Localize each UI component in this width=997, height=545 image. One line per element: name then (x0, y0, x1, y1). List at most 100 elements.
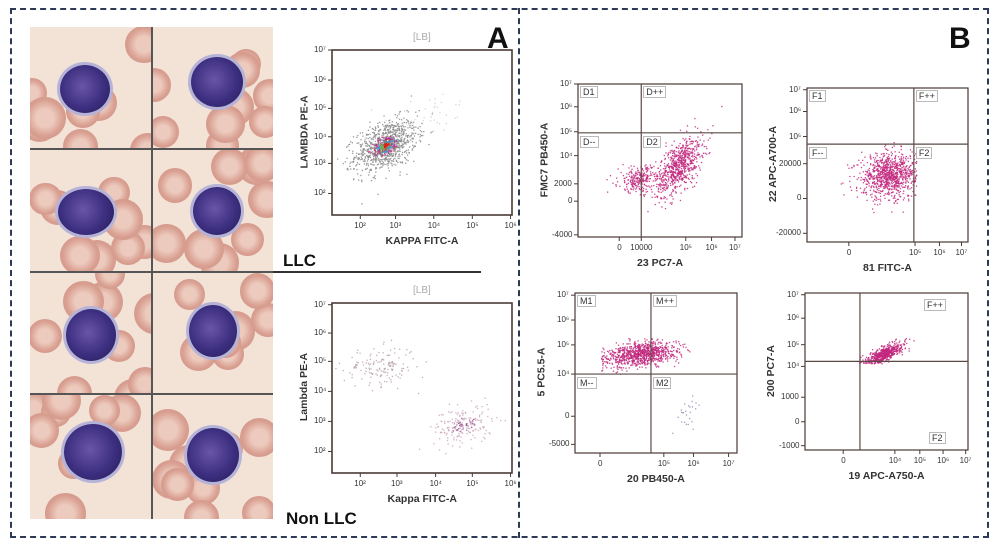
data-point (910, 172, 913, 175)
data-point (653, 173, 655, 176)
data-point (628, 171, 631, 174)
data-point (680, 156, 682, 158)
data-point (410, 95, 413, 97)
data-point (422, 120, 425, 122)
data-point (913, 158, 916, 160)
data-point (875, 165, 878, 168)
data-point (890, 353, 893, 355)
data-point (674, 160, 676, 163)
data-point (645, 180, 647, 183)
data-point (892, 346, 894, 348)
data-point (707, 139, 709, 141)
data-point (407, 111, 410, 113)
data-point (663, 353, 665, 355)
data-point (840, 183, 842, 185)
data-point (653, 352, 655, 354)
data-point (390, 162, 392, 164)
data-point (361, 378, 363, 380)
data-point (900, 148, 902, 151)
data-point (385, 143, 387, 145)
data-point (384, 128, 386, 131)
data-point (372, 143, 374, 146)
data-point (612, 350, 614, 352)
data-point (385, 143, 387, 146)
data-point (468, 417, 470, 419)
data-point (385, 126, 388, 128)
data-point (686, 130, 688, 132)
data-point (637, 356, 640, 358)
data-point (392, 362, 394, 365)
data-point (669, 159, 672, 161)
data-point (393, 141, 395, 143)
data-point (637, 343, 640, 346)
data-point (645, 168, 648, 170)
data-point (465, 418, 467, 420)
data-point (905, 177, 907, 179)
data-point (664, 346, 666, 348)
data-point (707, 129, 709, 131)
data-point (391, 143, 394, 146)
data-point (395, 145, 398, 148)
data-point (352, 152, 354, 154)
data-point (374, 129, 376, 132)
plot-kappa-lambda-llc: 10² 10³ 10⁴ 10⁵ 10⁶ 10² 10³ 10⁴ 10⁵ 10⁶ 10⁷ KAPPA F… (298, 32, 517, 247)
data-point (900, 163, 903, 166)
data-point (877, 165, 880, 168)
data-point (882, 172, 885, 174)
data-point (705, 145, 707, 148)
data-point (681, 161, 683, 163)
data-point (388, 137, 390, 139)
data-point (386, 142, 389, 144)
data-point (377, 146, 380, 148)
data-point (484, 433, 486, 435)
data-point (366, 143, 369, 145)
y-tick-label: 10³ (314, 158, 326, 168)
data-point (694, 117, 696, 120)
data-point (673, 357, 675, 359)
data-point (657, 346, 660, 349)
x-tick-label: 10000 (630, 243, 653, 252)
data-point (401, 161, 404, 163)
data-point (671, 163, 673, 165)
data-point (370, 146, 372, 148)
data-point (898, 164, 901, 166)
data-point (865, 186, 868, 188)
data-point (879, 181, 881, 183)
data-point (406, 173, 408, 176)
data-point (421, 376, 424, 379)
data-point (636, 173, 639, 176)
data-point (374, 126, 377, 128)
data-point (629, 345, 631, 348)
data-point (433, 106, 435, 109)
x-tick-label: 10⁷ (728, 243, 741, 252)
data-point (364, 142, 367, 145)
data-point (652, 357, 654, 359)
data-point (904, 185, 907, 187)
data-point (392, 154, 394, 157)
data-point (621, 355, 624, 357)
data-point (395, 125, 398, 127)
data-point (880, 185, 882, 187)
data-point (365, 362, 367, 364)
data-point (391, 369, 393, 371)
data-point (704, 152, 706, 155)
data-point (418, 109, 420, 112)
data-point (655, 179, 658, 181)
data-point (890, 160, 892, 162)
data-point (357, 361, 359, 364)
data-point (876, 191, 878, 193)
data-point (664, 178, 666, 180)
data-point (401, 162, 404, 164)
data-point (650, 188, 653, 191)
data-point (664, 189, 667, 192)
data-point (385, 154, 387, 157)
data-point (394, 149, 396, 152)
red-blood-cell (252, 78, 273, 113)
data-point (456, 116, 459, 118)
data-point (864, 359, 867, 361)
data-point (914, 176, 917, 178)
data-point (369, 150, 371, 153)
data-point (639, 355, 642, 357)
data-point (648, 344, 651, 347)
data-point (897, 164, 899, 167)
